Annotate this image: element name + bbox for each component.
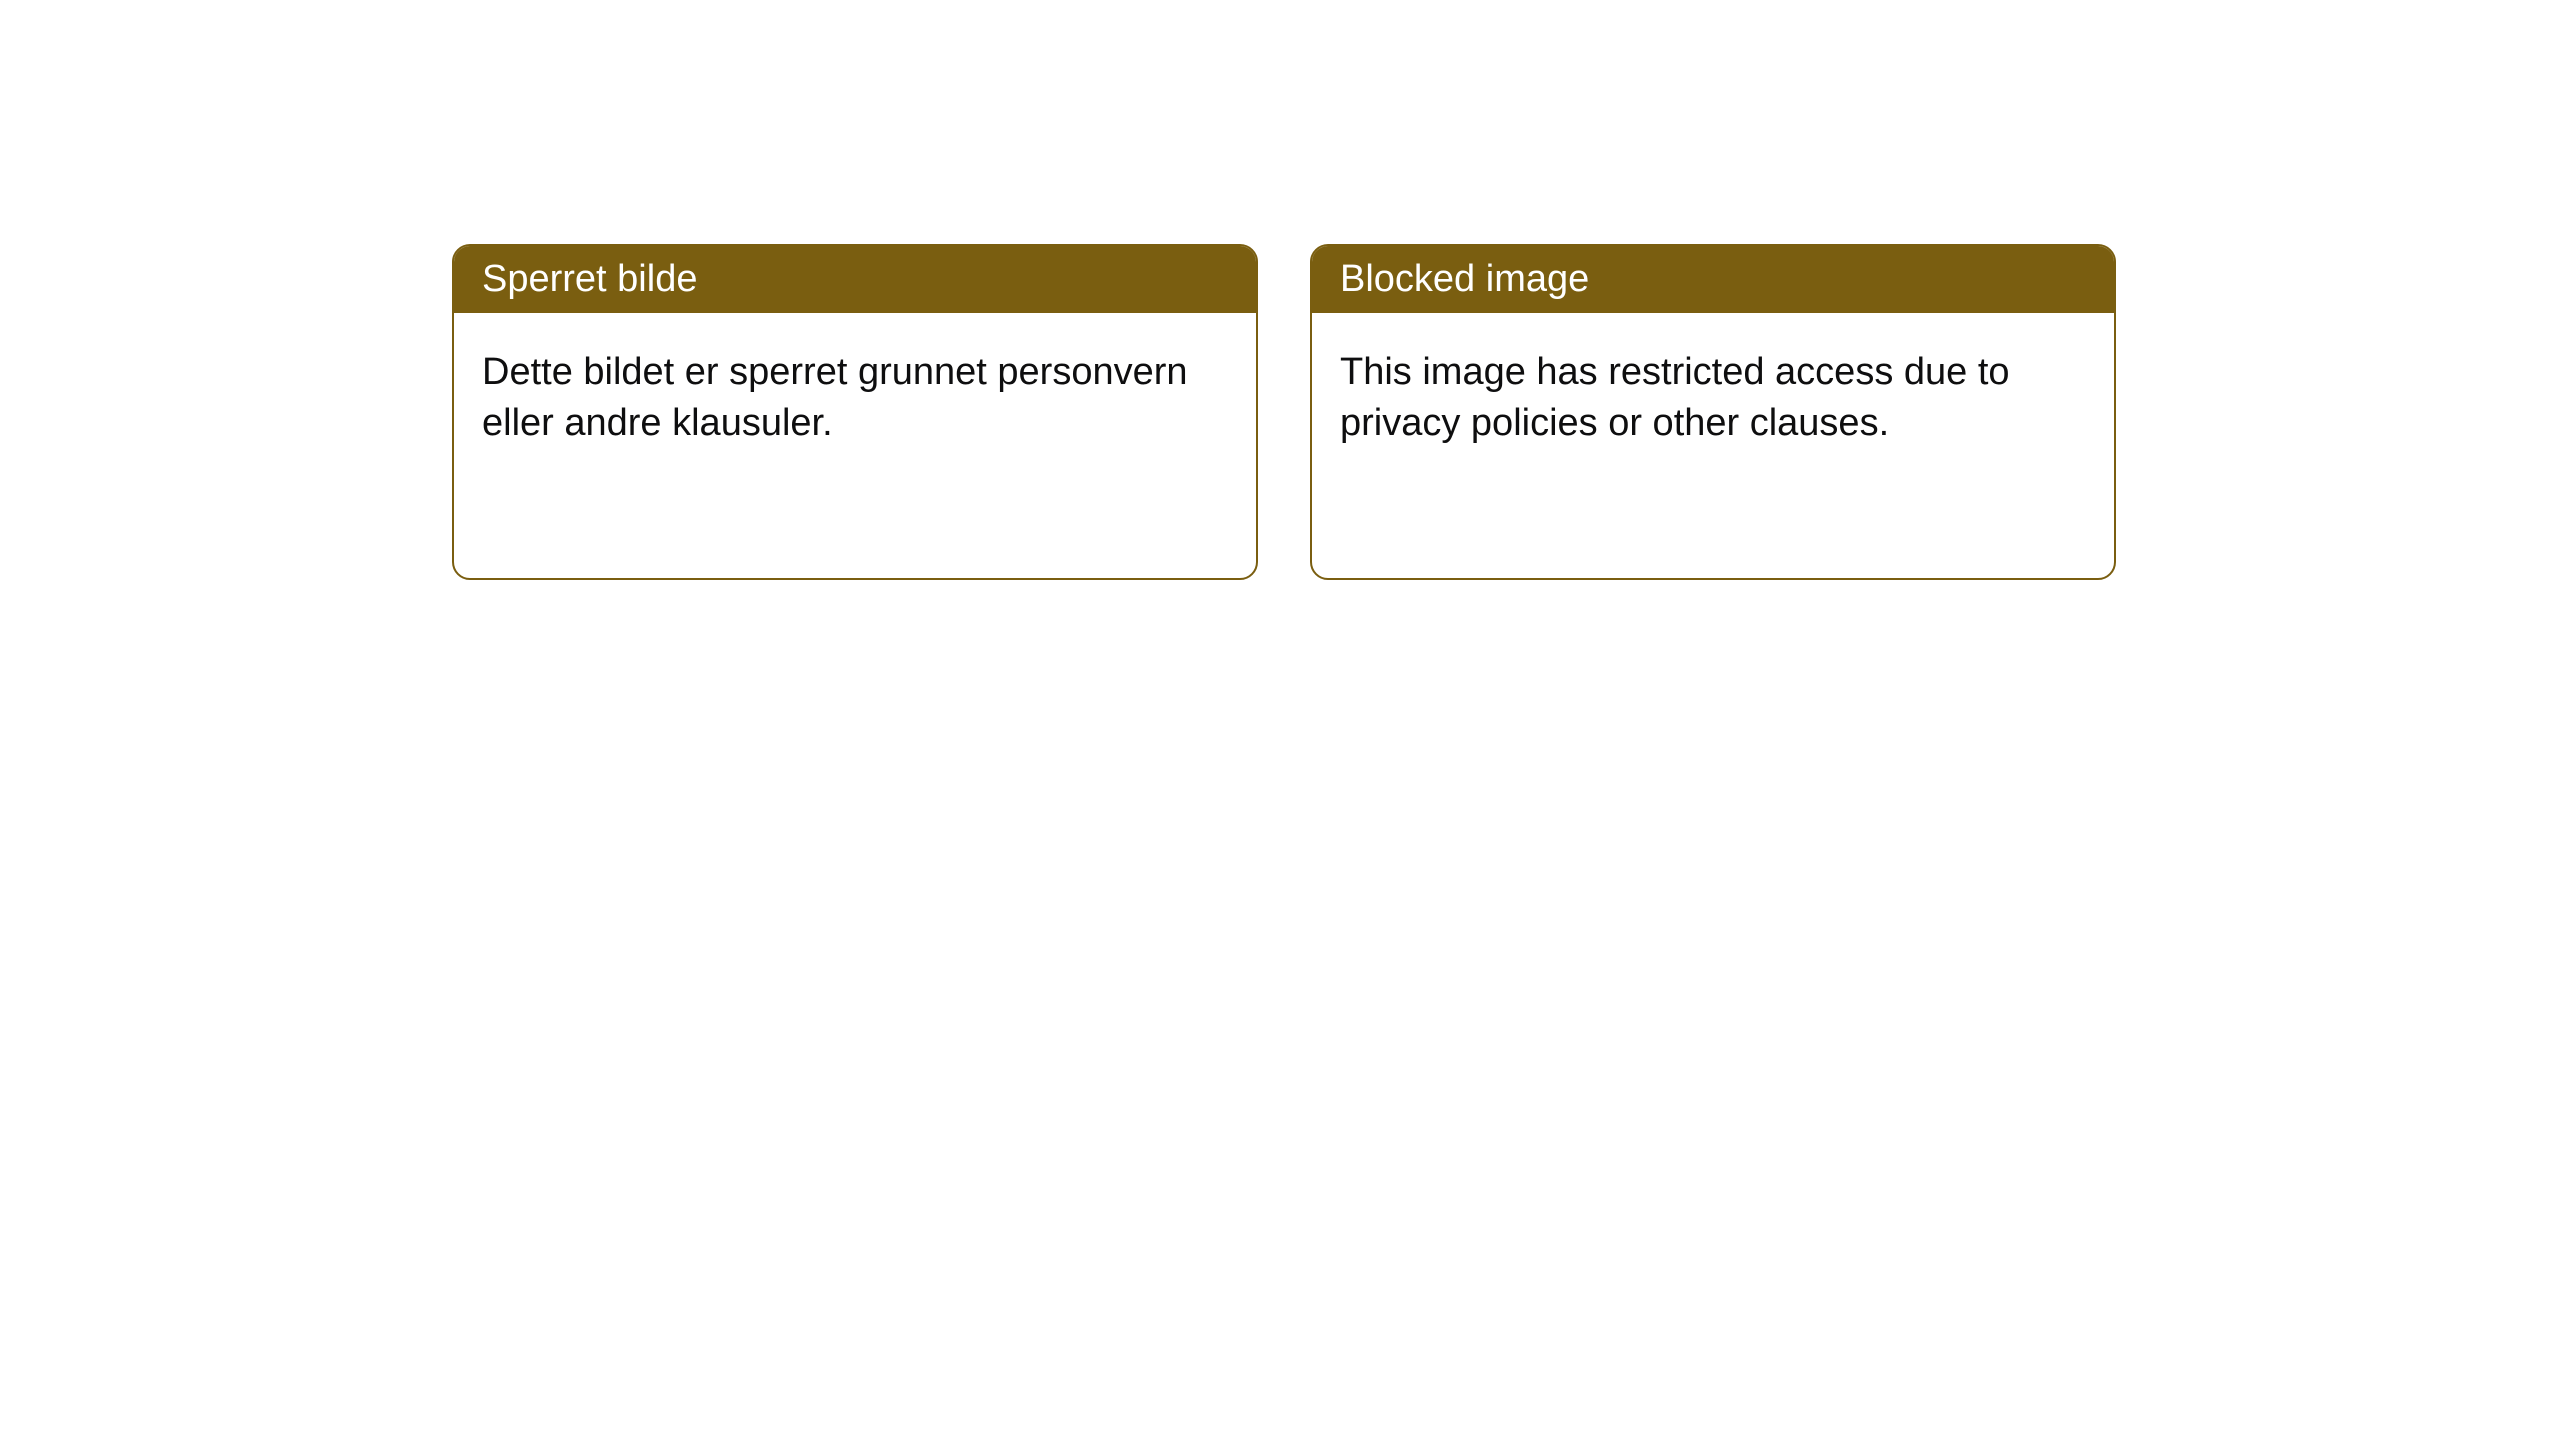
notice-card-english: Blocked image This image has restricted … xyxy=(1310,244,2116,580)
card-body-text: Dette bildet er sperret grunnet personve… xyxy=(482,351,1188,444)
card-body-text: This image has restricted access due to … xyxy=(1340,351,2010,444)
notice-container: Sperret bilde Dette bildet er sperret gr… xyxy=(452,244,2116,580)
card-body: This image has restricted access due to … xyxy=(1312,313,2114,484)
card-header: Sperret bilde xyxy=(454,246,1256,313)
card-header: Blocked image xyxy=(1312,246,2114,313)
card-title: Blocked image xyxy=(1340,258,1589,300)
card-title: Sperret bilde xyxy=(482,258,697,300)
notice-card-norwegian: Sperret bilde Dette bildet er sperret gr… xyxy=(452,244,1258,580)
card-body: Dette bildet er sperret grunnet personve… xyxy=(454,313,1256,484)
